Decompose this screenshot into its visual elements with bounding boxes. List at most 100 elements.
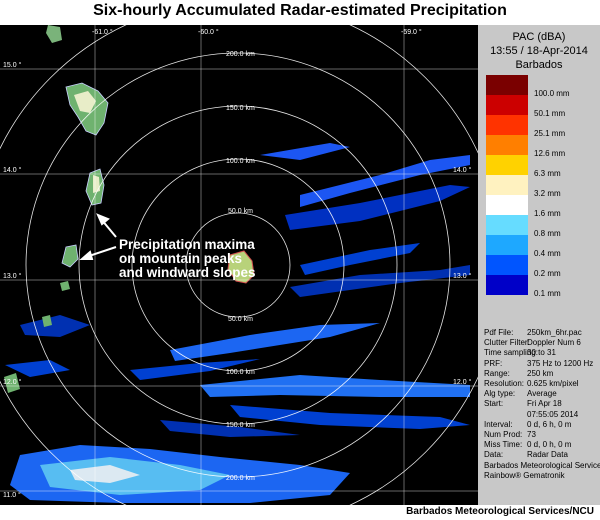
range-ring-50 <box>185 212 291 318</box>
islands <box>4 25 255 393</box>
lon-label-61: -61.0 ° <box>92 28 113 36</box>
lon-label-60: -60.0 ° <box>198 28 219 36</box>
info-key: Clutter Filter: <box>484 338 530 348</box>
island-st-vincent-core <box>93 175 100 193</box>
info-row: Start: Fri Apr 18 <box>484 399 600 409</box>
precip-patch-sw <box>20 315 90 337</box>
lon-label-59: -59.0 ° <box>401 28 422 36</box>
legend-swatch-0-1 <box>486 275 528 295</box>
legend-swatch-100 <box>486 75 528 95</box>
precip-echoes <box>5 143 470 503</box>
legend-swatch-12 <box>486 135 528 155</box>
legend-label: 0.1 mm <box>534 289 561 298</box>
info-key: Data: <box>484 450 504 460</box>
radar-svg: 50.0 km 100.0 km 150.0 km 200.0 km 50.0 … <box>0 25 478 505</box>
range-labels-north: 50.0 km 100.0 km 150.0 km 200.0 km <box>226 51 255 215</box>
info-value: 07:55:05 2014 <box>527 409 579 419</box>
precip-band-east <box>290 265 470 297</box>
callout-line-3: and windward slopes <box>119 265 256 280</box>
info-key: Miss Time: <box>484 440 523 450</box>
info-value: 30 to 31 <box>527 348 556 358</box>
precip-band-north-2 <box>285 185 470 230</box>
range-label-s-50: 50.0 km <box>228 316 253 323</box>
info-value: 73 <box>527 430 536 440</box>
legend-label: 0.8 mm <box>534 229 561 238</box>
info-row: Data: Radar Data <box>484 450 600 460</box>
legend-swatch-0-8 <box>486 215 528 235</box>
legend-label: 100.0 mm <box>534 89 570 98</box>
info-row: Pdf File: 250km_6hr.pac <box>484 328 600 338</box>
info-row: Time sampling:30 to 31 <box>484 348 600 358</box>
legend-label: 6.3 mm <box>534 169 561 178</box>
info-key: Range: <box>484 368 510 378</box>
info-row: Interval: 0 d, 6 h, 0 m <box>484 420 600 430</box>
range-label-n-200: 200.0 km <box>226 51 255 58</box>
precip-band-south-4 <box>230 405 470 429</box>
range-labels-south: 50.0 km 100.0 km 150.0 km 200.0 km <box>226 316 255 482</box>
legend-swatch-25 <box>486 115 528 135</box>
info-value: 375 Hz to 1200 Hz <box>527 358 594 368</box>
callout-text: Precipitation maxima on mountain peaks a… <box>119 238 256 280</box>
range-rings <box>0 25 478 505</box>
image-credit: Barbados Meteorological Services/NCU <box>406 506 594 517</box>
callout-arrowhead-upper <box>96 213 110 226</box>
callout-line-1: Precipitation maxima <box>119 237 255 252</box>
island-martinique-north <box>46 25 62 43</box>
legend-swatch-1-6 <box>486 195 528 215</box>
product-name: PAC (dBA) <box>512 31 566 43</box>
precip-band-south-2 <box>130 359 260 380</box>
legend-label: 12.6 mm <box>534 149 566 158</box>
graticule-labels: -61.0 ° -60.0 ° -59.0 ° 15.0 ° 14.0 ° 13… <box>3 28 472 499</box>
callout-arrowhead-lower <box>79 250 94 260</box>
lat-label-12: 12.0 ° <box>3 378 22 386</box>
info-row: Resolution: 0.625 km/pixel <box>484 379 600 389</box>
info-value: 0.625 km/pixel <box>527 379 579 389</box>
island-grenada-south <box>4 373 20 393</box>
range-label-s-150: 150.0 km <box>226 422 255 429</box>
lat-label-14-right: 14.0 ° <box>453 166 472 174</box>
precip-heavy-south-bright <box>70 465 140 483</box>
precip-band-mid <box>300 243 420 275</box>
radar-map: 50.0 km 100.0 km 150.0 km 200.0 km 50.0 … <box>0 25 478 505</box>
page-title: Six-hourly Accumulated Radar-estimated P… <box>93 2 507 19</box>
lat-label-11: 11.0 ° <box>3 491 21 499</box>
info-row: Alg type: Average <box>484 389 600 399</box>
legend-swatch-3 <box>486 175 528 195</box>
info-key: Resolution: <box>484 379 525 389</box>
info-value: Fri Apr 18 <box>527 399 562 409</box>
info-row: Clutter Filter:Doppler Num 6 <box>484 338 600 348</box>
legend-label: 1.6 mm <box>534 209 561 218</box>
info-value: 0 d, 6 h, 0 m <box>527 419 572 429</box>
info-key: Time sampling: <box>484 348 538 358</box>
island-grenada <box>42 315 52 327</box>
lat-label-13-right: 13.0 ° <box>453 272 472 280</box>
range-label-n-150: 150.0 km <box>226 105 255 112</box>
range-label-n-50: 50.0 km <box>228 208 253 215</box>
callout-arrows <box>79 213 117 260</box>
range-ring-150 <box>78 105 398 425</box>
info-value: 250 km <box>527 368 554 378</box>
info-row: Miss Time: 0 d, 0 h, 0 m <box>484 440 600 450</box>
precip-patch-sw-2 <box>5 360 70 377</box>
info-key: Num Prod: <box>484 430 523 440</box>
info-value: Radar Data <box>527 450 568 460</box>
product-info: Pdf File: 250km_6hr.pac Clutter Filter:Do… <box>484 328 600 481</box>
lat-label-15: 15.0 ° <box>3 61 22 69</box>
precip-band-north <box>300 155 470 207</box>
info-key: PRF: <box>484 358 503 368</box>
info-value: 0 d, 0 h, 0 m <box>527 440 572 450</box>
range-ring-200 <box>25 52 451 478</box>
graticule <box>0 25 478 505</box>
legend-label: 50.1 mm <box>534 109 566 118</box>
legend-label: 3.2 mm <box>534 189 561 198</box>
range-ring-100 <box>131 158 345 372</box>
info-panel: PAC (dBA) 13:55 / 18-Apr-2014 Barbados 1… <box>478 25 600 505</box>
info-key: Interval: <box>484 419 513 429</box>
info-row: Num Prod: 73 <box>484 430 600 440</box>
island-barbados <box>227 250 255 284</box>
org-line: Barbados Meteorological Services <box>484 460 600 470</box>
lat-label-13: 13.0 ° <box>3 272 22 280</box>
info-value: 250km_6hr.pac <box>527 328 582 337</box>
brand-line: Rainbow® Gematronik <box>484 470 565 480</box>
lat-label-14: 14.0 ° <box>3 166 22 174</box>
